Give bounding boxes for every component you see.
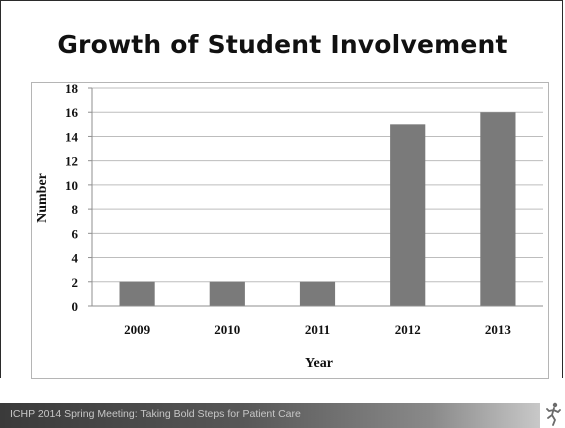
footer-bar: ICHP 2014 Spring Meeting: Taking Bold St… [0,403,540,428]
bar-2010 [209,281,245,306]
slide-title: Growth of Student Involvement [57,30,508,59]
x-tick-label-2011: 2011 [305,322,330,337]
y-tick-label-6: 6 [72,226,79,241]
y-tick-label-4: 4 [72,251,79,266]
bar-2011 [299,281,336,306]
y-tick-label-16: 16 [65,105,79,120]
bar-chart: 0 2 4 6 8 10 12 14 16 18 2009 2010 2011 2012 2013 Year… [35,81,543,371]
gridlines [92,87,543,283]
slide-frame [0,0,563,378]
x-tick-label-2010: 2010 [214,322,240,337]
x-axis-title: Year [305,356,333,371]
bar-2009 [119,281,155,306]
y-tick-label-0: 0 [72,299,79,314]
y-tick-label-18: 18 [65,81,79,96]
x-tick-label-2013: 2013 [485,322,512,337]
y-tick-label-14: 14 [65,129,79,144]
y-tick-label-2: 2 [72,275,79,290]
y-tick-label-10: 10 [65,178,78,193]
axes [88,87,543,307]
walking-figure-icon [546,402,561,426]
bar-2013 [480,112,516,306]
y-tick-label-8: 8 [72,202,79,217]
footer-text: ICHP 2014 Spring Meeting: Taking Bold St… [10,408,301,420]
x-tick-label-2009: 2009 [124,322,151,337]
y-axis-title: Number [35,173,50,223]
bar-2012 [390,124,426,306]
bars [119,112,516,306]
y-tick-label-12: 12 [65,154,78,169]
chart-area [31,82,549,379]
x-tick-label-2012: 2012 [395,322,421,337]
tick-labels: 0 2 4 6 8 10 12 14 16 18 2009 2010 2011 2012 2013 [65,81,511,337]
